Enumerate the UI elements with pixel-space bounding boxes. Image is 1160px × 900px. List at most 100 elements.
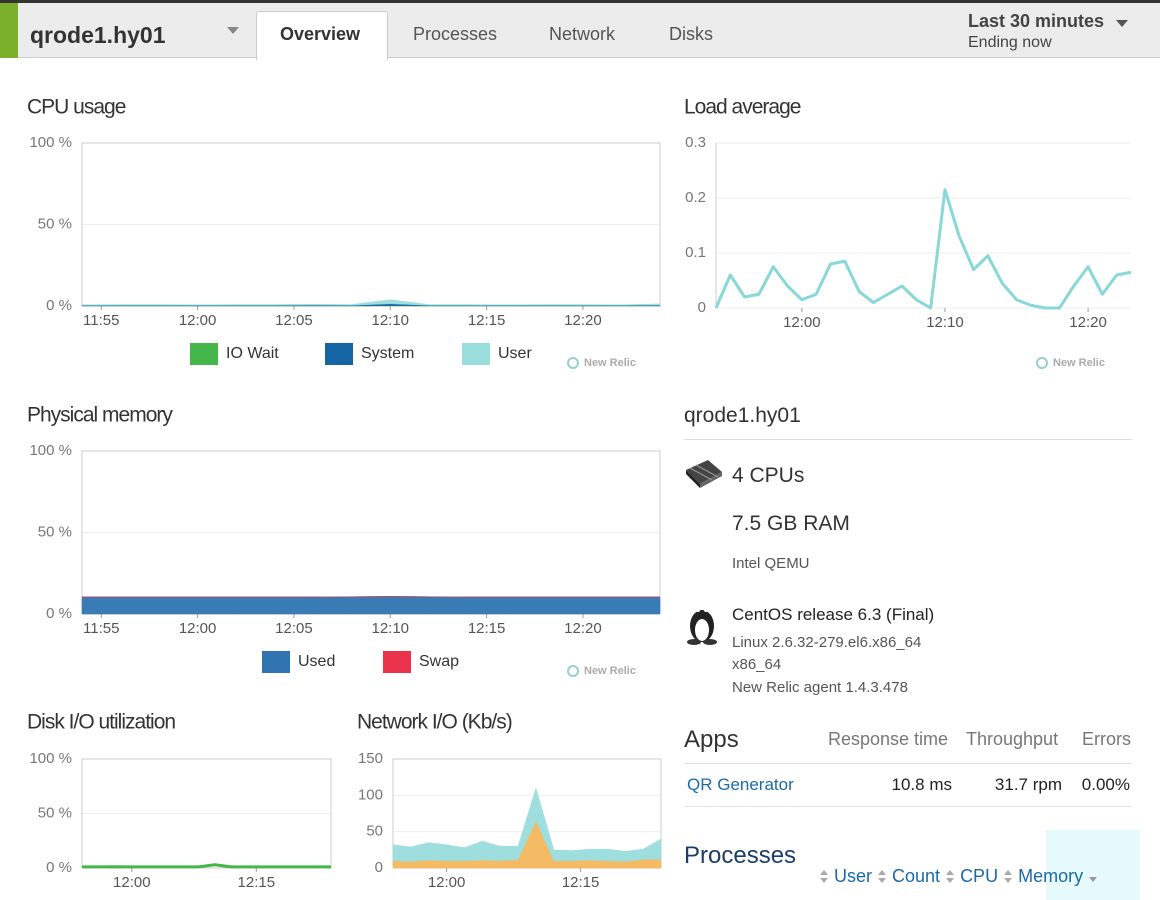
- sort-icon: [878, 870, 887, 883]
- sort-icon: [1089, 877, 1098, 882]
- line: [82, 863, 331, 869]
- area: [81, 596, 661, 615]
- x-tick-label: 12:20: [564, 312, 602, 329]
- y-tick-label: 150: [358, 750, 383, 767]
- y-tick-label: 0.2: [685, 189, 706, 206]
- host-selector[interactable]: qrode1.hy01: [30, 22, 166, 48]
- agent: New Relic agent 1.4.3.478: [732, 679, 908, 696]
- area: [392, 787, 662, 862]
- legend-swatch: [325, 343, 353, 365]
- arch: x86_64: [732, 656, 782, 673]
- x-tick-label: 12:05: [275, 312, 313, 329]
- chart-title: Physical memory: [27, 404, 173, 427]
- y-tick-label: 50 %: [38, 804, 72, 821]
- time-range[interactable]: Last 30 minutes: [968, 11, 1105, 31]
- watermark-logo: [567, 357, 579, 369]
- legend-swatch: [462, 343, 490, 365]
- legend-label: User: [498, 345, 532, 362]
- x-tick-label: 11:55: [83, 620, 119, 637]
- sorted-column-bg: [1046, 830, 1140, 900]
- x-tick-label: 12:10: [371, 620, 409, 637]
- x-tick-label: 12:20: [1069, 314, 1107, 331]
- server-name: qrode1.hy01: [684, 404, 801, 427]
- x-tick-label: 12:15: [562, 874, 600, 891]
- dropdown-arrow[interactable]: [1116, 20, 1128, 27]
- y-tick-label: 0: [698, 299, 706, 316]
- divider: [684, 806, 1132, 807]
- column-header[interactable]: Memory: [1018, 866, 1084, 886]
- watermark: New Relic: [584, 665, 636, 677]
- process-columns: User Count CPU Memory: [820, 866, 1098, 887]
- cell: 31.7 rpm: [994, 775, 1062, 794]
- x-tick-label: 12:15: [468, 620, 506, 637]
- y-tick-label: 0: [375, 859, 383, 876]
- column-header[interactable]: CPU: [960, 866, 999, 886]
- legend-swatch: [262, 651, 290, 673]
- sort-icon: [946, 870, 955, 883]
- sort-icon: [820, 870, 828, 883]
- y-tick-label: 0 %: [46, 605, 72, 622]
- y-tick-label: 0 %: [46, 297, 72, 314]
- y-tick-label: 50 %: [38, 215, 72, 232]
- divider: [684, 763, 1132, 764]
- x-tick-label: 12:00: [179, 312, 217, 329]
- tab[interactable]: Network: [549, 24, 616, 44]
- y-tick-label: 0 %: [46, 859, 72, 876]
- y-tick-label: 100 %: [29, 750, 72, 767]
- tab[interactable]: Overview: [280, 24, 361, 44]
- y-tick-label: 50: [366, 823, 383, 840]
- linux-icon: [687, 608, 717, 645]
- x-tick-label: 12:05: [275, 620, 313, 637]
- legend-swatch: [190, 343, 218, 365]
- time-end: Ending now: [968, 34, 1052, 51]
- divider: [684, 439, 1132, 440]
- cell: 0.00%: [1081, 775, 1130, 794]
- x-tick-label: 12:20: [564, 620, 602, 637]
- column-header[interactable]: Count: [892, 866, 941, 886]
- cell: 10.8 ms: [891, 775, 952, 794]
- legend-label: Swap: [419, 653, 459, 670]
- column-header[interactable]: Errors: [1082, 729, 1131, 749]
- app-link[interactable]: QR Generator: [687, 775, 794, 794]
- legend-swatch: [383, 651, 411, 673]
- legend-label: System: [361, 345, 414, 362]
- column-header[interactable]: User: [834, 866, 873, 886]
- watermark: New Relic: [584, 357, 636, 369]
- os: CentOS release 6.3 (Final): [732, 605, 935, 624]
- chart-title: Network I/O (Kb/s): [357, 711, 512, 734]
- column-header[interactable]: Response time: [828, 729, 949, 749]
- kernel: Linux 2.6.32-279.el6.x86_64: [732, 634, 922, 651]
- accent: [0, 3, 18, 58]
- active-tab-bg: [256, 11, 388, 60]
- processor: Intel QEMU: [732, 555, 810, 572]
- legend-label: Used: [298, 653, 335, 670]
- y-tick-label: 0.1: [685, 244, 706, 261]
- y-tick-label: 0.3: [685, 134, 706, 151]
- ram: 7.5 GB RAM: [732, 512, 850, 535]
- watermark-logo: [567, 665, 579, 677]
- column-header[interactable]: Throughput: [966, 729, 1059, 749]
- y-tick-label: 100 %: [29, 134, 72, 151]
- y-tick-label: 100: [358, 786, 383, 803]
- watermark: New Relic: [1053, 357, 1105, 369]
- sort-icon: [1004, 870, 1013, 883]
- chart-title: CPU usage: [27, 96, 126, 119]
- x-tick-label: 12:10: [926, 314, 964, 331]
- dropdown-arrow[interactable]: [227, 27, 239, 34]
- x-tick-label: 12:00: [783, 314, 821, 331]
- chip-icon: [686, 460, 722, 488]
- y-tick-label: 50 %: [38, 523, 72, 540]
- plot-frame: [81, 758, 332, 869]
- x-tick-label: 12:00: [179, 620, 217, 637]
- processes-title: Processes: [684, 842, 797, 869]
- x-tick-label: 12:15: [238, 874, 276, 891]
- x-tick-label: 12:15: [468, 312, 506, 329]
- legend-label: IO Wait: [226, 345, 279, 362]
- chart-title: Load average: [684, 96, 801, 119]
- tab[interactable]: Disks: [669, 24, 713, 44]
- line: [714, 188, 1132, 310]
- chart-title: Disk I/O utilization: [27, 711, 175, 734]
- tab[interactable]: Processes: [413, 24, 498, 44]
